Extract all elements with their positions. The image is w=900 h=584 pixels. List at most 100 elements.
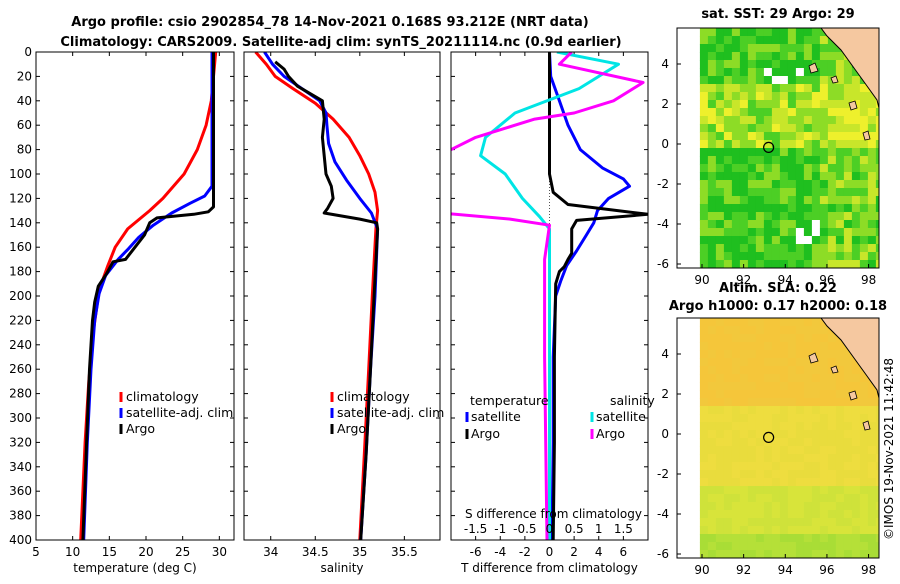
map-cell	[787, 148, 797, 157]
map-cell	[875, 244, 879, 253]
map-cell	[707, 318, 717, 327]
map-cell	[731, 180, 741, 189]
map-cell	[803, 414, 813, 423]
map-cell	[779, 140, 789, 149]
figure-title-line2: Climatology: CARS2009. Satellite-adj cli…	[60, 35, 621, 50]
map-cell	[827, 334, 837, 343]
map-cell	[699, 406, 709, 415]
map-cell	[867, 454, 877, 463]
map-cell	[843, 172, 853, 181]
map-cell	[731, 148, 741, 157]
map-cell	[699, 68, 709, 77]
map-cell	[803, 124, 813, 133]
map-cell	[707, 374, 717, 383]
map-cell	[811, 100, 821, 109]
land-island	[848, 100, 858, 111]
map-cell	[811, 470, 821, 479]
map-cell	[763, 502, 773, 511]
map-cell	[723, 124, 733, 133]
map-cell	[715, 342, 725, 351]
map-cell	[731, 358, 741, 367]
map-cell	[715, 252, 725, 261]
map-cell	[707, 164, 717, 173]
map-cell	[707, 212, 717, 221]
map-cell	[779, 398, 789, 407]
map-cell	[867, 486, 877, 495]
map-cell	[843, 68, 853, 77]
x-tick-label: 0	[546, 545, 554, 559]
map-cell	[731, 462, 741, 471]
map-cell	[835, 478, 845, 487]
map-cell	[699, 140, 709, 149]
map-cell	[835, 366, 845, 375]
map-cell	[747, 68, 757, 77]
y-tick-label: 320	[9, 435, 32, 449]
map-cell	[771, 28, 781, 37]
map-cell	[795, 414, 805, 423]
map-cell	[707, 470, 717, 479]
map-cell	[835, 108, 845, 117]
map-cell	[859, 398, 869, 407]
figure-title-line1: Argo profile: csio 2902854_78 14-Nov-202…	[71, 15, 588, 30]
map-cell	[819, 68, 829, 77]
map-cell	[875, 462, 879, 471]
map-cell	[859, 510, 869, 519]
map-cell	[803, 502, 813, 511]
map-cell	[779, 100, 789, 109]
map-cell	[763, 518, 773, 527]
map-cell	[875, 180, 879, 189]
map-cell	[699, 326, 709, 335]
map-cell	[699, 502, 709, 511]
map-cell	[803, 60, 813, 69]
legend-label-climatology: climatology	[337, 389, 410, 404]
map-cell	[803, 358, 813, 367]
map-cell	[819, 244, 829, 253]
land-island	[808, 62, 819, 74]
map-cell	[875, 196, 879, 205]
map-cell	[755, 84, 765, 93]
map-cell	[731, 92, 741, 101]
map-cell	[787, 502, 797, 511]
map-cell	[843, 180, 853, 189]
map-cell	[811, 430, 821, 439]
map-cell	[723, 188, 733, 197]
map-cell	[787, 140, 797, 149]
map-cell	[787, 454, 797, 463]
map-cell	[699, 366, 709, 375]
map-cell	[771, 406, 781, 415]
map-cell	[787, 518, 797, 527]
land-coast	[820, 28, 879, 109]
map-cell	[747, 510, 757, 519]
map-cell	[755, 244, 765, 253]
map-cell	[731, 542, 741, 551]
map-cell	[843, 430, 853, 439]
map-cell	[803, 100, 813, 109]
map-cell	[755, 180, 765, 189]
map-cell	[739, 486, 749, 495]
map-cell	[755, 68, 765, 77]
map-cell	[739, 172, 749, 181]
map-cell	[715, 398, 725, 407]
map-cell	[731, 510, 741, 519]
map-cell	[851, 116, 861, 125]
map-cell	[699, 244, 709, 253]
map-cell	[715, 172, 725, 181]
map-cell	[859, 390, 869, 399]
map-cell	[851, 156, 861, 165]
map-cell	[739, 108, 749, 117]
map-x-tick-label: 92	[736, 563, 751, 577]
map-cell	[819, 366, 829, 375]
map-cell	[827, 228, 837, 237]
map-cell	[875, 140, 879, 149]
map-cell	[723, 28, 733, 37]
map-cell	[811, 116, 821, 125]
map-cell	[819, 196, 829, 205]
map-cell	[827, 454, 837, 463]
map-cell	[739, 164, 749, 173]
map-cell	[819, 510, 829, 519]
map-cell	[859, 188, 869, 197]
map-cell	[859, 406, 869, 415]
map-cell	[731, 204, 741, 213]
map-cell	[763, 156, 773, 165]
map-cell	[851, 542, 861, 551]
